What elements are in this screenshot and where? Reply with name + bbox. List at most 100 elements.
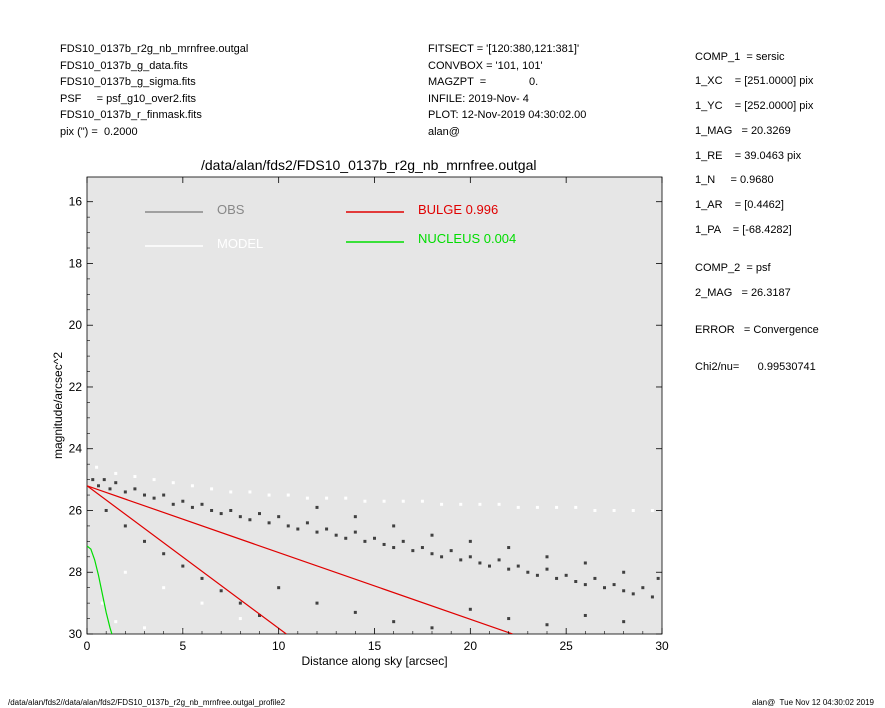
obs-point-88 bbox=[583, 613, 587, 617]
obs-point-61 bbox=[104, 508, 108, 512]
model-point-27 bbox=[612, 508, 616, 512]
obs-point-72 bbox=[392, 524, 396, 528]
y-tick-label-7: 30 bbox=[69, 627, 83, 641]
model-point-14 bbox=[363, 499, 367, 503]
obs-point-6 bbox=[133, 487, 137, 491]
y-tick-label-3: 22 bbox=[69, 380, 83, 394]
obs-point-69 bbox=[258, 613, 261, 617]
obs-point-16 bbox=[229, 508, 233, 512]
obs-point-83 bbox=[392, 620, 396, 624]
obs-point-36 bbox=[420, 546, 424, 550]
obs-point-75 bbox=[507, 546, 511, 550]
obs-point-11 bbox=[181, 499, 185, 503]
obs-point-20 bbox=[267, 521, 271, 525]
header-left-line-0: FDS10_0137b_r2g_nb_mrnfree.outgal bbox=[60, 43, 249, 55]
obs-point-84 bbox=[430, 626, 434, 630]
model-point-5 bbox=[190, 484, 194, 488]
param-6: 1_AR = [0.4462] bbox=[695, 199, 784, 211]
param-10: ERROR = Convergence bbox=[695, 324, 819, 336]
obs-point-73 bbox=[430, 533, 434, 537]
obs-point-62 bbox=[123, 524, 127, 528]
obs-point-23 bbox=[296, 527, 300, 531]
x-axis-label: Distance along sky [arcsec] bbox=[301, 654, 447, 668]
model-point-22 bbox=[516, 505, 520, 509]
obs-point-13 bbox=[200, 502, 204, 506]
header-mid-line-4: PLOT: 12-Nov-2019 04:30:02.00 bbox=[428, 109, 587, 121]
obs-point-4 bbox=[114, 481, 118, 485]
param-3: 1_MAG = 20.3269 bbox=[695, 125, 791, 137]
footer-path: /data/alan/fds2//data/alan/fds2/FDS10_01… bbox=[8, 698, 286, 707]
obs-point-39 bbox=[449, 549, 453, 553]
obs-point-65 bbox=[181, 564, 185, 568]
model-point-12 bbox=[325, 496, 329, 500]
header-left-line-2: FDS10_0137b_g_sigma.fits bbox=[60, 76, 196, 88]
obs-point-89 bbox=[622, 620, 626, 624]
footer-timestamp: alan@ Tue Nov 12 04:30:02 2019 bbox=[752, 698, 874, 707]
obs-point-8 bbox=[152, 496, 156, 500]
obs-point-25 bbox=[315, 530, 319, 534]
y-tick-label-0: 16 bbox=[69, 195, 83, 209]
y-tick-label-4: 24 bbox=[69, 442, 83, 456]
obs-point-29 bbox=[353, 530, 357, 534]
header-left-line-5: pix (") = 0.2000 bbox=[60, 125, 138, 138]
model-point-34 bbox=[100, 601, 104, 605]
legend-label-0: OBS bbox=[217, 202, 245, 217]
obs-point-67 bbox=[219, 589, 223, 593]
y-tick-label-5: 26 bbox=[69, 503, 83, 517]
header-mid-line-1: CONVBOX = '101, 101' bbox=[428, 59, 543, 72]
model-point-2 bbox=[133, 475, 137, 479]
obs-point-53 bbox=[583, 583, 587, 587]
y-axis-label: magnitude/arcsec^2 bbox=[51, 352, 65, 459]
model-point-19 bbox=[459, 502, 463, 506]
header-left-line-3: PSF = psf_g10_over2.fits bbox=[60, 92, 197, 105]
model-point-1 bbox=[114, 471, 118, 475]
obs-point-56 bbox=[612, 583, 616, 587]
param-1: 1_XC = [251.0000] pix bbox=[695, 75, 814, 87]
model-point-31 bbox=[162, 586, 166, 590]
model-point-35 bbox=[114, 620, 118, 624]
plot-area bbox=[86, 176, 663, 635]
obs-point-19 bbox=[258, 512, 261, 516]
obs-point-66 bbox=[200, 576, 204, 580]
obs-point-80 bbox=[277, 586, 281, 590]
obs-point-32 bbox=[382, 542, 386, 546]
obs-point-10 bbox=[171, 502, 175, 506]
obs-point-26 bbox=[325, 527, 329, 531]
model-point-26 bbox=[593, 508, 597, 512]
obs-point-3 bbox=[108, 487, 112, 491]
obs-point-5 bbox=[123, 490, 127, 494]
obs-point-27 bbox=[334, 533, 338, 537]
obs-point-38 bbox=[440, 555, 444, 559]
param-11: Chi2/nu= 0.99530741 bbox=[695, 361, 816, 373]
obs-point-57 bbox=[622, 589, 626, 593]
x-tick-label-5: 25 bbox=[559, 639, 573, 653]
model-point-36 bbox=[143, 626, 146, 630]
x-tick-label-2: 10 bbox=[272, 639, 286, 653]
x-tick-label-0: 0 bbox=[84, 639, 91, 653]
param-2: 1_YC = [252.0000] pix bbox=[695, 100, 814, 112]
header-mid-line-0: FITSECT = '[120:380,121:381]' bbox=[428, 43, 580, 55]
obs-point-37 bbox=[430, 552, 434, 556]
model-point-29 bbox=[650, 508, 654, 512]
model-point-3 bbox=[152, 478, 156, 482]
obs-point-52 bbox=[574, 580, 578, 584]
bulge-line-0 bbox=[87, 485, 287, 634]
x-tick-label-1: 5 bbox=[179, 639, 186, 653]
obs-point-42 bbox=[478, 561, 482, 565]
model-point-9 bbox=[267, 493, 271, 497]
obs-point-64 bbox=[162, 552, 166, 556]
y-tick-label-6: 28 bbox=[69, 565, 83, 579]
chart-title: /data/alan/fds2/FDS10_0137b_r2g_nb_mrnfr… bbox=[201, 157, 537, 173]
obs-point-28 bbox=[344, 536, 348, 540]
obs-point-45 bbox=[507, 567, 511, 571]
model-point-6 bbox=[210, 487, 214, 491]
obs-point-60 bbox=[650, 595, 654, 599]
model-point-21 bbox=[497, 502, 501, 506]
header-mid-line-2: MAGZPT = 0. bbox=[428, 76, 539, 88]
obs-point-77 bbox=[583, 561, 587, 565]
model-point-15 bbox=[382, 499, 386, 503]
model-point-25 bbox=[574, 505, 578, 509]
obs-point-31 bbox=[373, 536, 376, 540]
obs-point-7 bbox=[143, 493, 146, 497]
